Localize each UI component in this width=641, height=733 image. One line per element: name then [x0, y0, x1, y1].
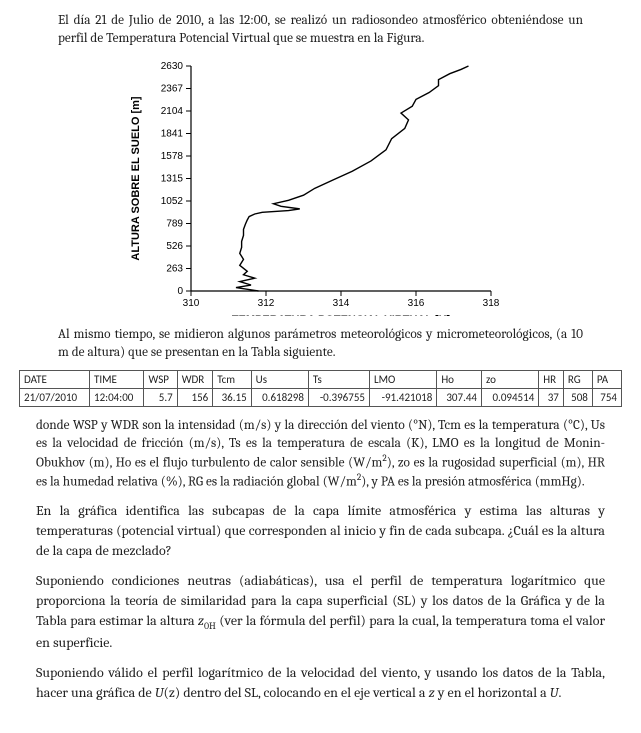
table-row: 21/07/201012:04:005.715636.150.618298-0.…	[20, 388, 622, 406]
svg-text:2367: 2367	[160, 83, 183, 94]
question-1: En la gráfica identifica las subcapas de…	[18, 501, 623, 561]
chart-container: 310 312 314 316 318 0 263 526 789 1052 1315 1578 184…	[18, 56, 623, 320]
virtual-potential-temperature-chart: 310 312 314 316 318 0 263 526 789 1052 1315 1578 184…	[121, 56, 521, 320]
cell: 0.618298	[251, 388, 308, 406]
svg-text:1315: 1315	[160, 173, 183, 184]
col-rg: RG	[563, 370, 592, 388]
svg-text:1578: 1578	[160, 151, 183, 162]
cell: 0.094514	[482, 388, 539, 406]
q3-text-b: dentro del SL, colocando en el eje verti…	[180, 684, 428, 701]
col-zo: zo	[482, 370, 539, 388]
cell: 36.15	[213, 388, 251, 406]
svg-text:789: 789	[166, 218, 183, 229]
svg-text:314: 314	[332, 298, 349, 309]
svg-text:0: 0	[177, 286, 183, 297]
col-wdr: WDR	[177, 370, 213, 388]
document-page: El día 21 de Julio de 2010, a las 12:00,…	[0, 0, 641, 733]
svg-text:2104: 2104	[160, 106, 183, 117]
cell: 508	[563, 388, 592, 406]
chart-svg: 310 312 314 316 318 0 263 526 789 1052 1315 1578 184…	[121, 56, 521, 316]
question-3: Suponiendo válido el perfil logarítmico …	[18, 663, 623, 703]
cell: 12:04:00	[90, 388, 144, 406]
col-time: TIME	[90, 370, 144, 388]
definitions-paragraph: donde WSP y WDR son la intensidad (m/s) …	[18, 417, 623, 492]
svg-text:318: 318	[482, 298, 499, 309]
svg-text:316: 316	[407, 298, 424, 309]
q3-var1: U	[155, 684, 164, 701]
q3-text-d: .	[558, 684, 561, 701]
question-2: Suponiendo condiciones neutras (adiabáti…	[18, 571, 623, 653]
defs-text-3: ), y PA es la presión atmosférica (mmHg)…	[361, 474, 584, 489]
table-header-row: DATETIMEWSPWDRTcmUsTsLMOHozoHRRGPA	[20, 370, 622, 388]
col-ts: Ts	[308, 370, 369, 388]
svg-text:2630: 2630	[160, 61, 183, 72]
svg-text:263: 263	[166, 263, 183, 274]
col-lmo: LMO	[369, 370, 436, 388]
cell: -91.421018	[369, 388, 436, 406]
svg-text:ALTURA SOBRE EL SUELO [m]: ALTURA SOBRE EL SUELO [m]	[130, 96, 142, 261]
q3-text-c: y en el horizontal a	[435, 684, 550, 701]
col-tcm: Tcm	[213, 370, 251, 388]
params-paragraph: Al mismo tiempo, se midieron algunos par…	[18, 326, 623, 362]
q3-arg1: (z)	[164, 684, 181, 701]
col-pa: PA	[592, 370, 621, 388]
svg-text:526: 526	[166, 241, 183, 252]
meteorological-data-table: DATETIMEWSPWDRTcmUsTsLMOHozoHRRGPA 21/07…	[19, 370, 622, 407]
cell: -0.396755	[308, 388, 369, 406]
col-wsp: WSP	[144, 370, 177, 388]
svg-text:1052: 1052	[160, 196, 183, 207]
cell: 156	[177, 388, 213, 406]
cell: 754	[592, 388, 621, 406]
col-ho: Ho	[437, 370, 482, 388]
col-date: DATE	[20, 370, 90, 388]
svg-text:312: 312	[257, 298, 274, 309]
q2-sub: 0H	[204, 621, 216, 632]
col-hr: HR	[539, 370, 564, 388]
table-body: 21/07/201012:04:005.715636.150.618298-0.…	[20, 388, 622, 406]
svg-text:310: 310	[182, 298, 199, 309]
cell: 21/07/2010	[20, 388, 90, 406]
profile-line	[236, 66, 469, 291]
svg-text:TEMPERATURA POTENCIAL VIRTUAL: TEMPERATURA POTENCIAL VIRTUAL [K]	[231, 314, 450, 316]
svg-text:1841: 1841	[160, 128, 183, 139]
cell: 5.7	[144, 388, 177, 406]
col-us: Us	[251, 370, 308, 388]
intro-paragraph: El día 21 de Julio de 2010, a las 12:00,…	[18, 12, 623, 48]
cell: 307.44	[437, 388, 482, 406]
cell: 37	[539, 388, 564, 406]
